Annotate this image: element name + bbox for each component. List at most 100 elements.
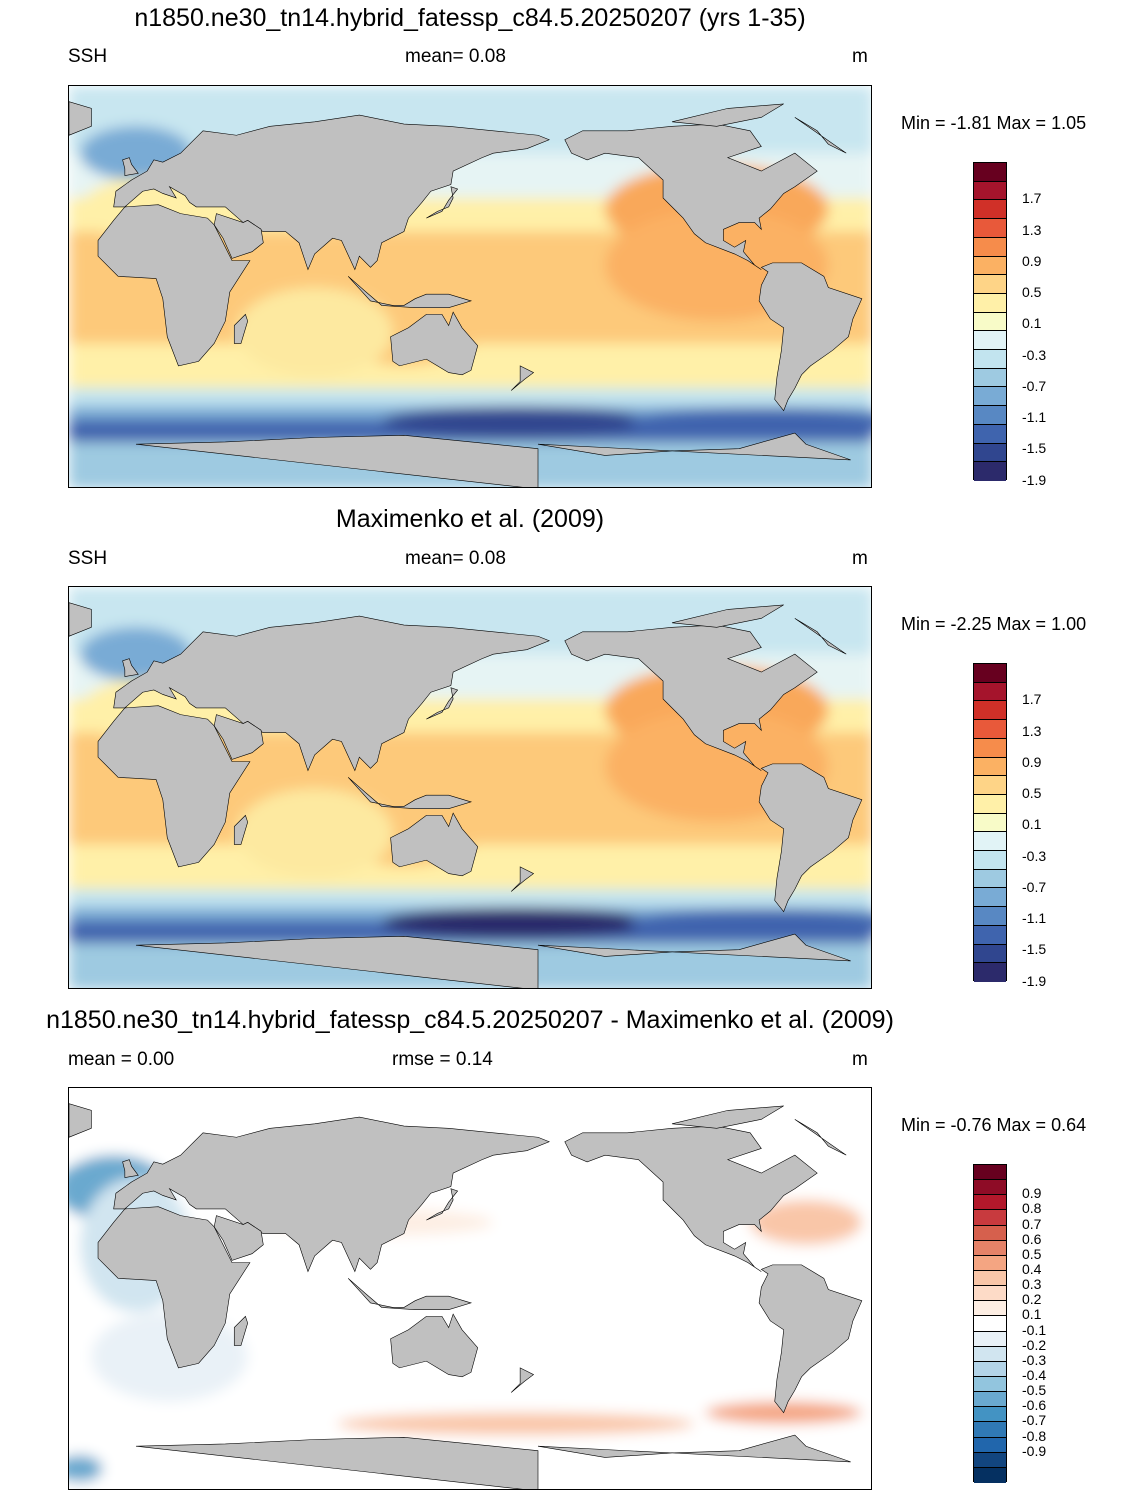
colorbar-tick-label: -1.1 — [1022, 910, 1047, 927]
continent-africa — [98, 205, 250, 366]
colorbar-swatch — [974, 888, 1006, 908]
continent-arcticIslands — [672, 1106, 784, 1128]
colorbar-swatch — [974, 1316, 1006, 1332]
colorbar-swatch — [974, 1180, 1006, 1196]
colorbar-swatch — [974, 350, 1006, 369]
continent-greenland — [69, 1104, 91, 1138]
continent-greenland — [795, 618, 846, 654]
colorbar-swatch — [974, 869, 1006, 889]
panel-3-colorbar — [973, 1164, 1007, 1483]
colorbar-tick-label: -0.3 — [1022, 1351, 1047, 1368]
continent-arcticIslands — [672, 605, 784, 627]
panel-2-title: Maximenko et al. (2009) — [335, 505, 605, 533]
continent-nz — [511, 366, 533, 391]
colorbar-swatch — [974, 275, 1006, 294]
colorbar-swatch — [974, 720, 1006, 739]
continent-madagascar — [234, 314, 247, 343]
colorbar-swatch — [974, 406, 1006, 425]
continent-samerica — [759, 764, 862, 912]
continent-madagascar — [234, 815, 247, 844]
continent-japan — [426, 187, 457, 218]
colorbar-tick-label: 0.5 — [1022, 785, 1042, 802]
colorbar-tick-label: 0.5 — [1022, 1245, 1042, 1262]
colorbar-tick-label: 0.4 — [1022, 1261, 1042, 1277]
panel-1-map-svg — [69, 86, 871, 487]
panel-2-map-svg — [69, 587, 871, 988]
colorbar-swatch — [974, 387, 1006, 407]
field-band — [69, 889, 871, 908]
panel-1-map — [68, 85, 872, 488]
continent-arabia — [214, 715, 263, 760]
colorbar-tick-label: 0.9 — [1022, 252, 1042, 269]
continent-indonesia — [348, 1278, 471, 1309]
panel-1-colorbar — [973, 162, 1007, 481]
continent-namerica — [565, 124, 817, 270]
continent-australia — [391, 813, 478, 876]
field-contour — [236, 287, 393, 378]
colorbar-swatch — [974, 1301, 1006, 1317]
continent-japan — [426, 688, 457, 719]
continent-indonesia — [348, 777, 471, 808]
colorbar-tick-label: 0.7 — [1022, 1215, 1042, 1232]
colorbar-swatch — [974, 293, 1006, 313]
colorbar-tick-label: 0.8 — [1022, 1200, 1042, 1217]
panel-3-map — [68, 1087, 872, 1490]
continent-samerica — [759, 1265, 862, 1413]
colorbar-swatch — [974, 1392, 1006, 1408]
panel-1-units-label: m — [852, 46, 868, 67]
colorbar-tick-label: 0.5 — [1022, 284, 1042, 301]
panel-1-left-label: SSH — [68, 46, 108, 67]
colorbar-tick-label: 0.1 — [1022, 816, 1042, 833]
panel-3-title: n1850.ne30_tn14.hybrid_fatessp_c84.5.202… — [46, 1006, 894, 1034]
colorbar-tick-label: 0.1 — [1022, 315, 1042, 332]
colorbar-swatch — [974, 368, 1006, 388]
colorbar-tick-label: -0.1 — [1022, 1321, 1047, 1338]
colorbar-swatch — [974, 1437, 1006, 1453]
colorbar-tick-label: -1.9 — [1022, 471, 1047, 488]
colorbar-tick-label: -0.6 — [1022, 1397, 1047, 1414]
colorbar-swatch — [974, 851, 1006, 870]
colorbar-tick-label: -1.5 — [1022, 440, 1047, 457]
colorbar-tick-label: -0.5 — [1022, 1382, 1047, 1399]
field-contour — [337, 1412, 695, 1436]
colorbar-tick-label: 0.9 — [1022, 753, 1042, 770]
continent-australia — [391, 312, 478, 375]
continent-namerica — [565, 1126, 817, 1272]
land-mask — [69, 1104, 862, 1489]
colorbar-swatch — [974, 1165, 1006, 1181]
colorbar-tick-label: 0.6 — [1022, 1230, 1042, 1247]
colorbar-swatch — [974, 1286, 1006, 1302]
continent-arabia — [214, 1216, 263, 1261]
colorbar-swatch — [974, 331, 1006, 351]
continent-africa — [98, 1207, 250, 1368]
colorbar-swatch — [974, 813, 1006, 833]
colorbar-swatch — [974, 200, 1006, 220]
continent-greenland — [795, 1119, 846, 1155]
colorbar-swatch — [974, 256, 1006, 276]
colorbar-swatch — [974, 1195, 1006, 1211]
field-contour — [750, 1199, 862, 1245]
colorbar-swatch — [974, 907, 1006, 926]
colorbar-swatch — [974, 1407, 1006, 1423]
colorbar-tick-label: -1.1 — [1022, 409, 1047, 426]
colorbar-tick-label: -0.2 — [1022, 1336, 1047, 1353]
panel-3-rmse-label: rmse = 0.14 — [392, 1049, 493, 1070]
field-band — [69, 388, 871, 407]
colorbar-swatch — [974, 312, 1006, 332]
continent-africa — [98, 706, 250, 867]
panel-2-left-label: SSH — [68, 548, 108, 569]
field-contour — [381, 406, 650, 438]
colorbar-swatch — [974, 1270, 1006, 1287]
panel-2-minmax: Min = -2.25 Max = 1.00 — [901, 614, 1087, 634]
continent-antarctica — [538, 1435, 851, 1462]
continent-indonesia — [348, 276, 471, 307]
colorbar-swatch — [974, 944, 1006, 964]
continent-greenland — [69, 102, 91, 136]
panel-3-units-label: m — [852, 1049, 868, 1070]
panel-3-map-svg — [69, 1088, 871, 1489]
colorbar-swatch — [974, 181, 1006, 201]
colorbar-tick-label: 0.2 — [1022, 1291, 1042, 1308]
panel-1-minmax: Min = -1.81 Max = 1.05 — [901, 113, 1087, 133]
colorbar-swatch — [974, 1225, 1006, 1241]
panel-2-colorbar — [973, 663, 1007, 982]
